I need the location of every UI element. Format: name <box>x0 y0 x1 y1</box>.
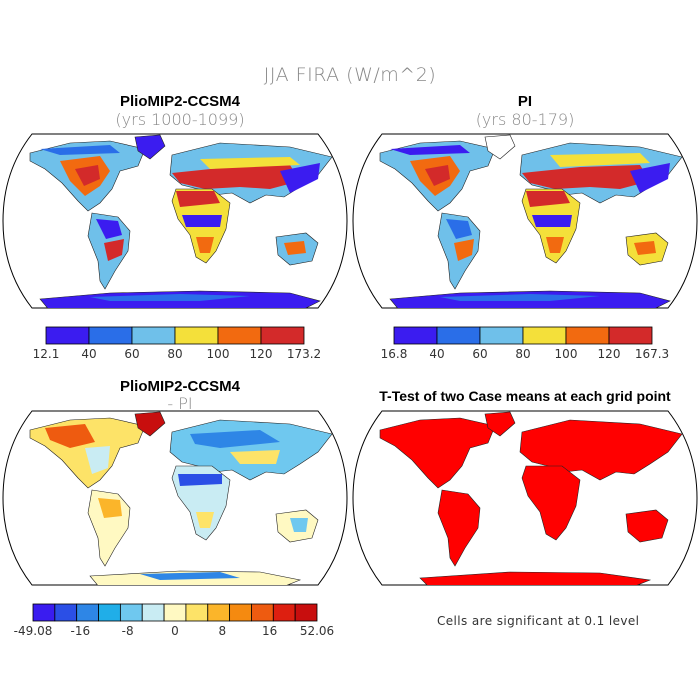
colorbar-a-label: 80 <box>167 347 182 361</box>
colorbar-a-swatch <box>88 326 133 345</box>
south-america <box>437 489 481 567</box>
colorbar-c-swatch <box>32 603 56 622</box>
colorbar-b-label: 80 <box>515 347 530 361</box>
colorbar-c-label: 0 <box>171 624 179 638</box>
colorbar-c-swatch <box>98 603 121 622</box>
colorbar-b-swatch <box>479 326 524 345</box>
colorbar-c-swatch <box>207 603 231 622</box>
colorbar-a-label: 12.1 <box>33 347 60 361</box>
colorbar-b-swatch <box>608 326 653 345</box>
panel-b-title: PI <box>517 93 533 110</box>
greenland <box>134 411 166 437</box>
colorbar-c-label: 8 <box>219 624 227 638</box>
colorbar-c-swatch <box>163 603 187 622</box>
australia <box>625 509 669 543</box>
colorbar-c-label: 52.06 <box>300 624 334 638</box>
panel-b-colorbar: 16.8 40 60 80 100 120 167.3 <box>381 326 669 361</box>
colorbar-a-label: 60 <box>124 347 139 361</box>
colorbar-b-swatch <box>522 326 567 345</box>
colorbar-b-swatch <box>565 326 610 345</box>
panel-c-title: PlioMIP2-CCSM4 <box>119 378 240 395</box>
colorbar-a-swatch <box>174 326 219 345</box>
colorbar-b-swatch <box>436 326 481 345</box>
greenland <box>484 134 516 160</box>
colorbar-b-label: 120 <box>598 347 621 361</box>
panel-b-subtitle: (yrs 80-179) <box>475 110 575 129</box>
panel-a-subtitle: (yrs 1000-1099) <box>115 110 245 129</box>
eurasia <box>519 419 683 481</box>
panel-d-map <box>352 410 698 586</box>
colorbar-b-label: 16.8 <box>381 347 408 361</box>
colorbar-c-label: -49.08 <box>14 624 53 638</box>
panel-a-colorbar: 12.1 40 60 80 100 120 173.2 <box>33 326 321 361</box>
colorbar-c-swatch <box>294 603 318 622</box>
panel-a-map <box>2 133 348 309</box>
colorbar-c-swatch <box>76 603 99 622</box>
colorbar-c-swatch <box>229 603 252 622</box>
colorbar-a-label: 40 <box>81 347 96 361</box>
panel-d-title: T-Test of two Case means at each grid po… <box>379 388 671 404</box>
colorbar-a-swatch <box>131 326 176 345</box>
colorbar-c-swatch <box>119 603 143 622</box>
panel-c-subtitle: - PI <box>167 394 193 413</box>
panel-a-title: PlioMIP2-CCSM4 <box>119 93 240 110</box>
colorbar-a-swatch <box>260 326 305 345</box>
colorbar-c-label: -16 <box>71 624 91 638</box>
north-america <box>379 417 496 489</box>
colorbar-c-label: 16 <box>262 624 277 638</box>
antarctica <box>89 570 302 585</box>
africa <box>521 465 581 541</box>
colorbar-b-label: 60 <box>472 347 487 361</box>
colorbar-c-swatch <box>141 603 165 622</box>
colorbar-b-label: 100 <box>555 347 578 361</box>
panel-c-colorbar: -49.08 -16 -8 0 8 16 52.06 <box>14 603 334 638</box>
antarctica <box>419 571 652 585</box>
colorbar-c-swatch <box>272 603 296 622</box>
panel-d-note: Cells are significant at 0.1 level <box>437 614 640 628</box>
panel-c-map <box>2 410 348 586</box>
panel-b-map <box>352 133 698 309</box>
greenland <box>484 411 516 437</box>
colorbar-b-swatch <box>393 326 438 345</box>
colorbar-a-label: 120 <box>250 347 273 361</box>
colorbar-c-swatch <box>54 603 78 622</box>
colorbar-a-swatch <box>45 326 90 345</box>
colorbar-a-swatch <box>217 326 262 345</box>
colorbar-a-label: 173.2 <box>287 347 321 361</box>
colorbar-c-label: -8 <box>122 624 134 638</box>
colorbar-c-swatch <box>185 603 209 622</box>
figure-title: JJA FIRA (W/m^2) <box>263 64 437 86</box>
colorbar-a-label: 100 <box>207 347 230 361</box>
colorbar-c-swatch <box>251 603 274 622</box>
greenland <box>134 134 166 160</box>
colorbar-b-label: 40 <box>429 347 444 361</box>
colorbar-b-label: 167.3 <box>635 347 669 361</box>
